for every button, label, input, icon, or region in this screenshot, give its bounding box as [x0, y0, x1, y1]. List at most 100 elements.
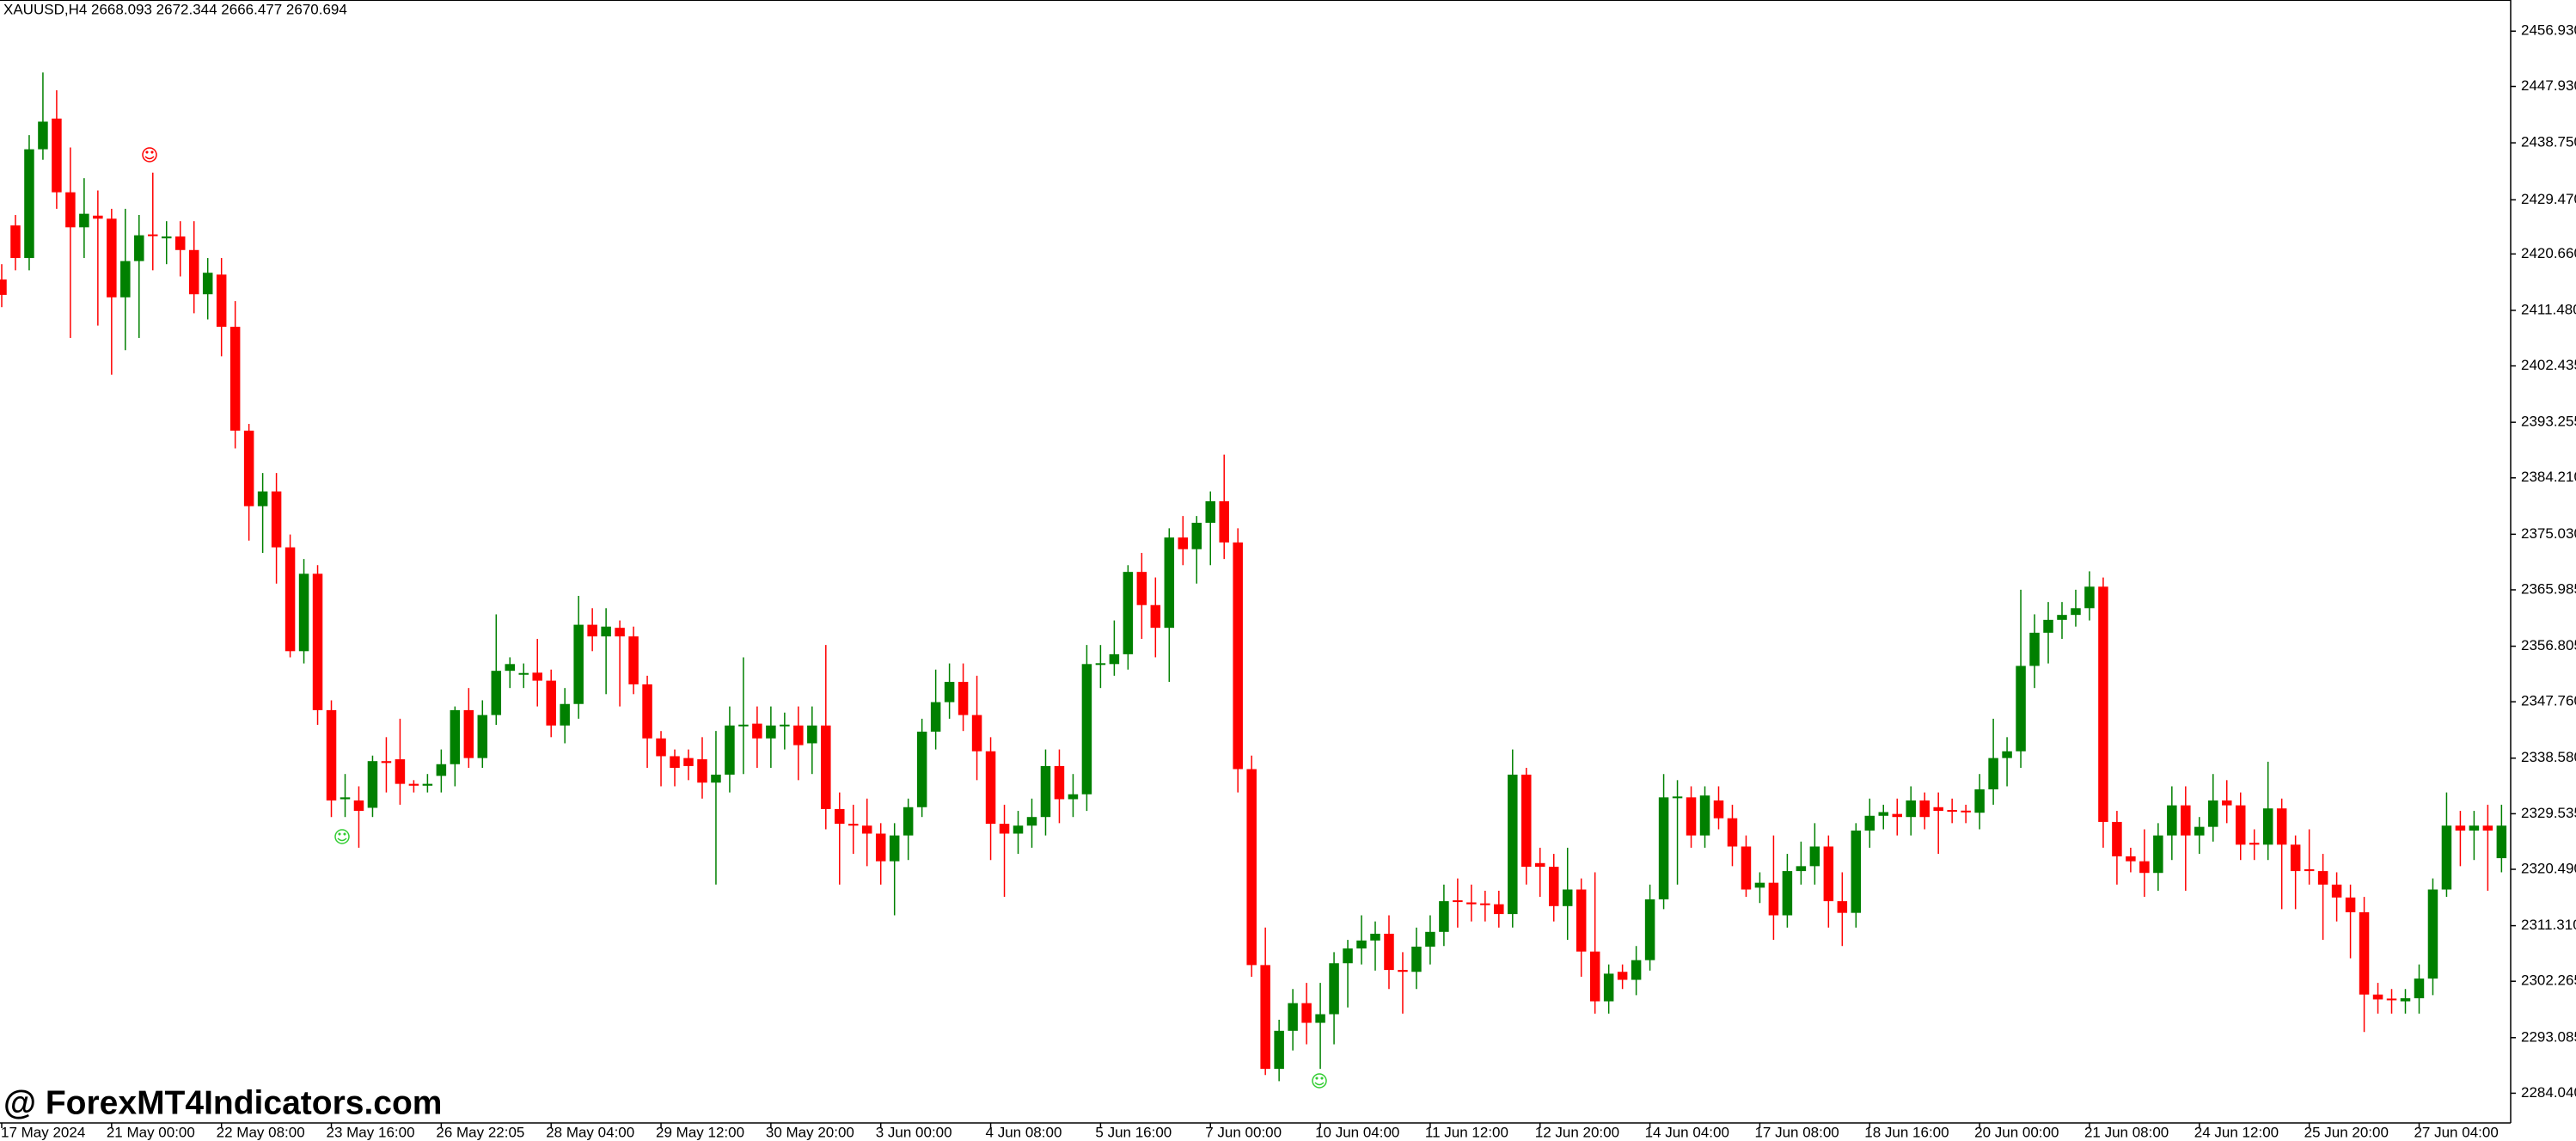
candle-body [1988, 758, 1998, 790]
x-tick-label: 5 Jun 16:00 [1095, 1124, 1172, 1140]
candle-body [24, 149, 34, 259]
candle-body [2331, 884, 2342, 898]
candle-body [1260, 965, 1270, 1070]
candle-body [2167, 805, 2177, 836]
y-tick-label: 2329.535 [2521, 805, 2576, 821]
y-tick-label: 2429.470 [2521, 191, 2576, 207]
candle-body [1589, 951, 1600, 1002]
candle-body [1782, 871, 1793, 916]
candle-body [2016, 666, 2026, 751]
y-tick-label: 2384.210 [2521, 469, 2576, 485]
candle-body [312, 574, 323, 710]
candle-body [285, 547, 296, 652]
candle-body [1933, 807, 1943, 812]
x-tick-label: 23 May 16:00 [327, 1124, 415, 1140]
candle-body [560, 703, 570, 726]
candle-body [52, 118, 62, 193]
x-tick-label: 17 Jun 08:00 [1754, 1124, 1839, 1140]
candle-body [1576, 889, 1587, 952]
x-tick-label: 10 Jun 04:00 [1315, 1124, 1399, 1140]
candle-body [848, 824, 859, 826]
candle-body [861, 825, 872, 834]
candle-body [2359, 911, 2370, 995]
candle-body [1150, 604, 1161, 629]
x-tick-label: 17 May 2024 [1, 1124, 85, 1140]
candle-body [752, 723, 762, 739]
candle-body [353, 800, 364, 812]
candle-body [2139, 861, 2150, 874]
candle-body [10, 225, 21, 259]
candle-body [1343, 948, 1353, 964]
x-tick-label: 28 May 04:00 [546, 1124, 634, 1140]
candle-body [1754, 882, 1765, 888]
candle-body [1974, 789, 1985, 813]
candle-body [1425, 931, 1435, 947]
candle-body [2372, 994, 2383, 1000]
candle-body [875, 833, 886, 862]
candle-body [477, 715, 488, 758]
candle-body [780, 724, 790, 727]
candle-body [546, 680, 556, 726]
candle-body [2290, 844, 2301, 872]
candle-body [1233, 542, 1243, 770]
candle-body [738, 724, 749, 727]
candle-body [120, 261, 131, 298]
candle-body [2345, 897, 2356, 912]
candle-body [1205, 500, 1215, 523]
candle-body [1026, 817, 1037, 826]
candle-body [408, 783, 419, 786]
y-tick-label: 2320.490 [2521, 860, 2576, 876]
x-tick-label: 12 Jun 20:00 [1535, 1124, 1619, 1140]
candle-body [725, 725, 735, 775]
candle-body [2098, 586, 2108, 822]
candle-body [229, 327, 241, 431]
candle-body [2455, 825, 2466, 831]
candle-body [1013, 825, 1024, 834]
candle-body [2482, 825, 2493, 831]
x-tick-label: 30 May 20:00 [766, 1124, 854, 1140]
candle-body [367, 761, 378, 808]
candle-body [1219, 500, 1229, 543]
candle-body [958, 682, 969, 715]
candle-body [1686, 797, 1697, 836]
candle-body [1603, 973, 1614, 1002]
candle-body [2400, 997, 2411, 1002]
candle-body [1906, 800, 1916, 818]
candle-body [999, 824, 1010, 834]
candle-body [835, 808, 845, 825]
candle-body [1947, 810, 1957, 813]
x-tick-label: 26 May 22:05 [436, 1124, 524, 1140]
y-tick-label: 2447.930 [2521, 77, 2576, 94]
candle-body [1617, 972, 1628, 980]
candle-body [1796, 866, 1807, 872]
y-tick-label: 2375.030 [2521, 525, 2576, 542]
candle-body [1453, 900, 1463, 903]
candle-body [1878, 812, 1889, 816]
y-tick-label: 2365.985 [2521, 580, 2576, 597]
candle-body [1095, 663, 1106, 666]
candle-body [1191, 522, 1202, 549]
y-tick-label: 2420.660 [2521, 245, 2576, 261]
x-tick-label: 20 Jun 00:00 [1974, 1124, 2059, 1140]
y-tick-label: 2393.255 [2521, 414, 2576, 430]
signal-icon [1312, 1073, 1327, 1089]
candle-body [2194, 826, 2205, 836]
x-tick-label: 11 Jun 12:00 [1425, 1124, 1508, 1140]
candle-body [271, 491, 282, 548]
candle-body [1961, 810, 1971, 813]
candle-body [1864, 815, 1875, 831]
candle-body [1411, 946, 1422, 972]
candle-body [381, 761, 392, 764]
candle-body [1494, 904, 1504, 915]
candle-body [628, 636, 639, 684]
candle-body [1301, 1003, 1312, 1023]
candles [0, 72, 2507, 1082]
candle-body [107, 218, 117, 298]
y-tick-label: 2302.265 [2521, 972, 2576, 989]
candle-body [65, 192, 76, 228]
candle-body [1508, 774, 1518, 915]
y-tick-label: 2338.580 [2521, 749, 2576, 765]
candle-body [1631, 960, 1642, 980]
